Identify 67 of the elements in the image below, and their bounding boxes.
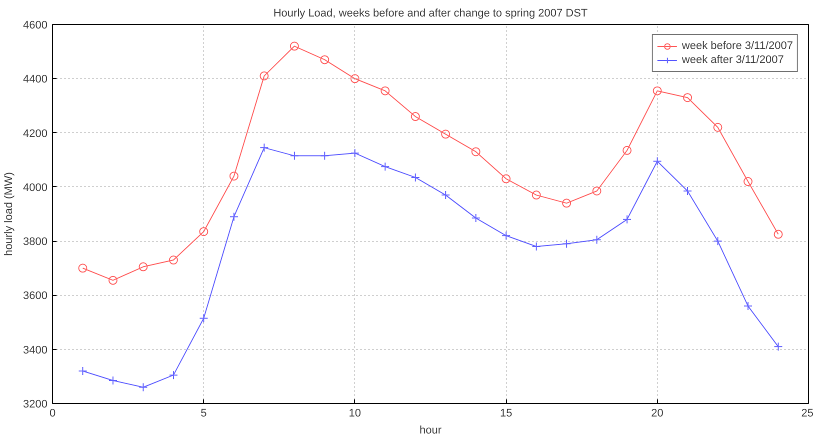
point (774, 230, 783, 239)
point (138, 262, 148, 272)
point (744, 177, 753, 186)
point (350, 74, 360, 84)
point (168, 256, 178, 265)
point (471, 147, 480, 156)
point (380, 162, 390, 172)
y-tick-label: 3400 (23, 344, 48, 356)
point (229, 212, 238, 222)
point (592, 235, 602, 244)
point (78, 264, 88, 273)
point (410, 112, 420, 122)
point (471, 214, 480, 223)
point (622, 146, 632, 155)
chart-title: Hourly Load, weeks before and after change to spring 2007 DST (273, 8, 588, 20)
point (320, 151, 330, 160)
point (199, 227, 208, 236)
x-tick-label: 25 (801, 408, 813, 420)
y-tick-label: 4600 (23, 20, 48, 32)
point (290, 151, 299, 160)
x-tick-label: 10 (348, 408, 362, 420)
point (774, 342, 783, 352)
point (290, 42, 299, 51)
y-axis-title: hourly load (MW) (3, 172, 16, 256)
x-axis-title: hour (419, 424, 442, 436)
point (744, 302, 753, 311)
y-tick-label: 3800 (23, 236, 48, 248)
point (78, 366, 88, 376)
point (622, 214, 632, 224)
point (652, 86, 662, 96)
point (350, 148, 360, 158)
y-tick-label: 4400 (23, 74, 48, 86)
point (562, 198, 572, 208)
point (713, 122, 722, 132)
point (562, 239, 572, 248)
point (108, 376, 118, 385)
point (713, 236, 722, 246)
y-tick-label: 3200 (23, 398, 48, 410)
y-tick-label: 4200 (23, 128, 48, 140)
point (532, 190, 541, 200)
point (168, 370, 178, 380)
legend-label: week before 3/11/2007 (682, 39, 793, 53)
point (502, 174, 511, 184)
point (320, 55, 330, 64)
x-tick-label: 20 (651, 408, 664, 420)
x-tick-label: 0 (49, 408, 56, 420)
point (441, 130, 450, 139)
point (502, 231, 511, 240)
y-tick-label: 4000 (23, 182, 48, 194)
point (592, 186, 602, 196)
point (532, 242, 541, 251)
point (260, 143, 269, 152)
y-tick-label: 3600 (23, 290, 48, 302)
point (683, 93, 692, 102)
point (260, 71, 269, 80)
point (138, 382, 148, 392)
point (199, 314, 208, 323)
point (229, 172, 238, 181)
x-tick-label: 5 (200, 408, 207, 420)
point (652, 156, 662, 166)
x-tick-label: 15 (500, 408, 512, 420)
point (380, 86, 390, 96)
point (441, 190, 450, 200)
point (410, 172, 420, 182)
point (683, 186, 692, 196)
legend-label: week after 3/11/2007 (682, 53, 784, 67)
point (108, 276, 118, 285)
